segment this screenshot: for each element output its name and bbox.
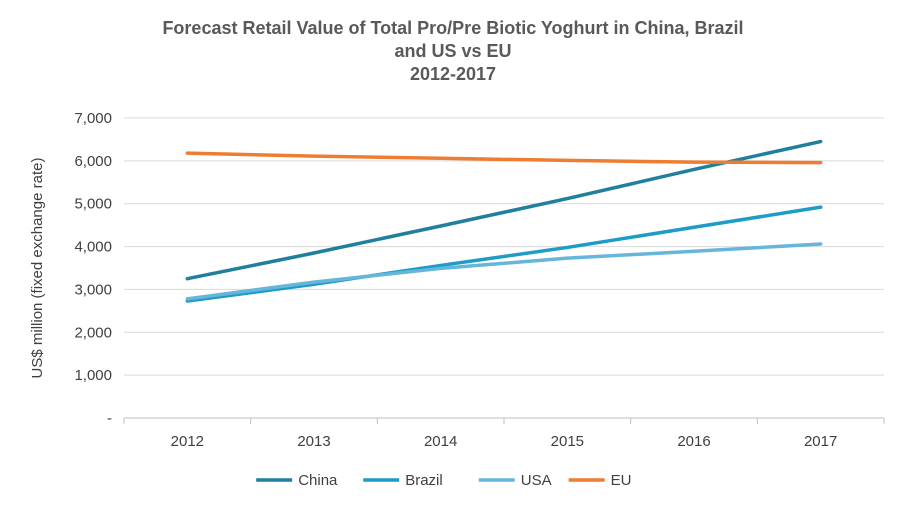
y-tick-label: 5,000: [74, 196, 112, 213]
y-tick-label: 7,000: [74, 110, 112, 127]
series-lines: [185, 139, 823, 303]
y-tick-label: 1,000: [74, 367, 112, 384]
x-tick-label: 2017: [804, 433, 837, 450]
series-line-brazil: [185, 205, 823, 303]
y-axis-ticks: - 1,000 2,000 3,000 4,000 5,000 6,000 7,000: [74, 110, 112, 427]
legend-label-eu: EU: [611, 472, 632, 489]
x-tick-label: 2012: [171, 433, 204, 450]
x-axis: 2012 2013 2014 2015 2016 2017: [123, 417, 885, 450]
series-line-usa: [185, 242, 823, 301]
legend-label-brazil: Brazil: [405, 472, 443, 489]
y-tick-label: 4,000: [74, 239, 112, 256]
legend-label-china: China: [298, 472, 338, 489]
x-tick-label: 2014: [424, 433, 457, 450]
y-tick-label: 2,000: [74, 324, 112, 341]
chart-title: Forecast Retail Value of Total Pro/Pre B…: [162, 18, 743, 84]
legend: China Brazil USA EU: [256, 472, 631, 489]
series-line-china: [185, 139, 823, 281]
chart-title-line-3: 2012-2017: [410, 64, 496, 84]
series-line-eu: [185, 151, 823, 165]
y-tick-label: -: [107, 410, 112, 427]
x-tick-label: 2015: [551, 433, 584, 450]
legend-label-usa: USA: [521, 472, 552, 489]
x-tick-label: 2013: [297, 433, 330, 450]
chart-title-line-2: and US vs EU: [394, 41, 511, 61]
y-tick-label: 6,000: [74, 153, 112, 170]
y-tick-label: 3,000: [74, 281, 112, 298]
chart-title-line-1: Forecast Retail Value of Total Pro/Pre B…: [162, 18, 743, 38]
x-tick-label: 2016: [677, 433, 710, 450]
y-axis-label: US$ million (fixed exchange rate): [29, 158, 46, 379]
